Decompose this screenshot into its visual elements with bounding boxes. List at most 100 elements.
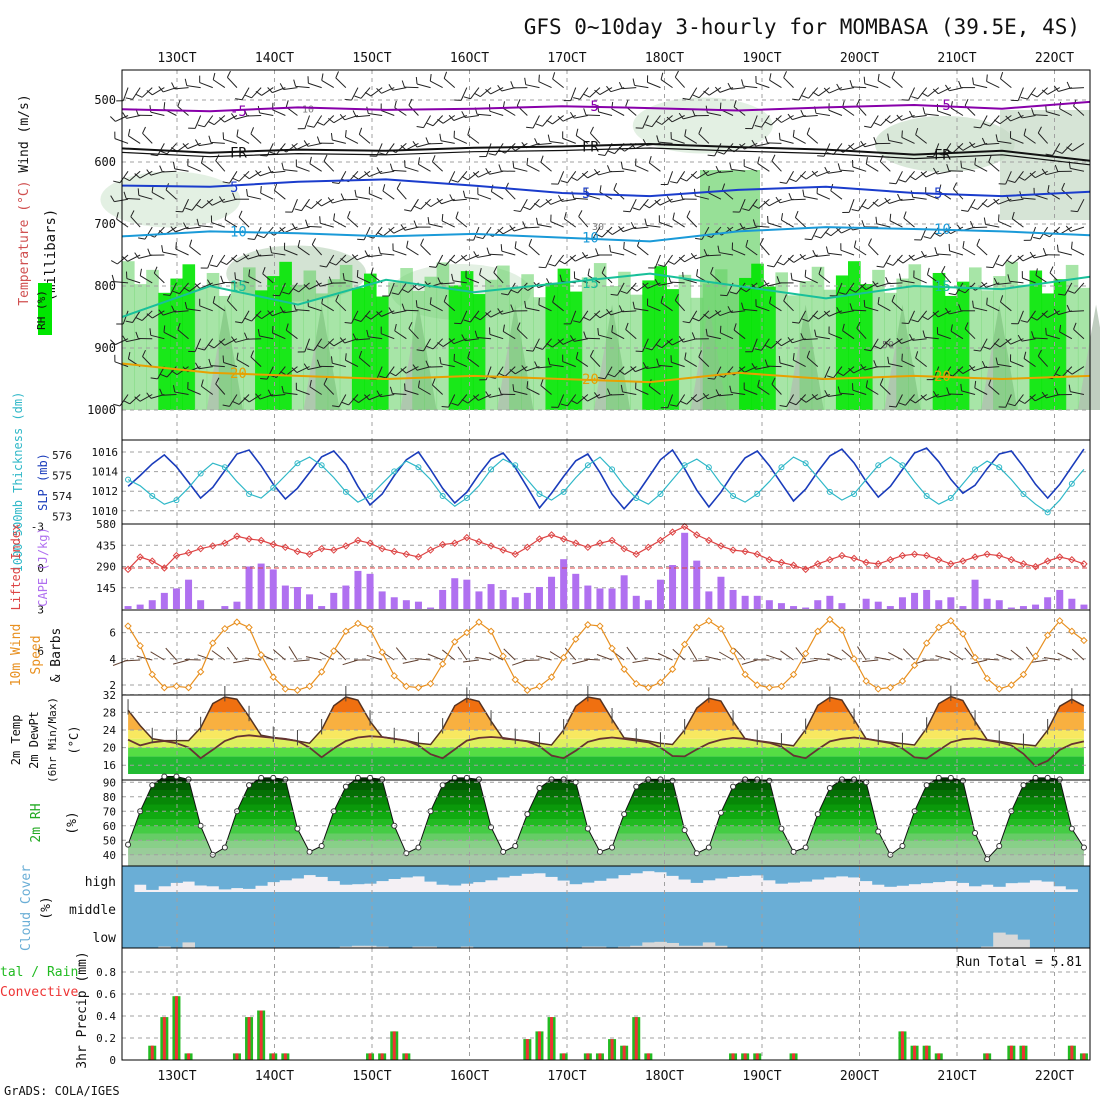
wind-barb xyxy=(212,223,225,228)
cloud-high-bar xyxy=(267,866,280,882)
wind-barb xyxy=(465,116,479,118)
wind-barb xyxy=(623,169,637,172)
rh2m-marker xyxy=(803,845,808,850)
wind-barb xyxy=(551,222,564,227)
wind10-barb xyxy=(458,647,467,660)
rh2m-marker xyxy=(682,828,687,833)
wind-barb-flag xyxy=(608,151,614,154)
wind-barb-flag xyxy=(354,96,361,98)
wind-barb xyxy=(421,245,431,255)
temp-ylabel-4-part: (°C) xyxy=(67,726,81,755)
wind10-marker xyxy=(803,651,809,657)
wind10-marker xyxy=(234,619,240,625)
cape-bar xyxy=(125,606,132,609)
rh2m-marker xyxy=(126,842,131,847)
precip-left-label-total: tal / Rain xyxy=(0,965,78,980)
wind-barb-flag xyxy=(541,156,543,163)
cape-bar xyxy=(863,599,870,609)
temp-contour-label: 20 xyxy=(934,369,951,385)
wind-barb xyxy=(260,113,274,116)
wind-barb xyxy=(586,255,600,258)
rh-tick-label: 40 xyxy=(103,849,116,862)
wind-barb xyxy=(421,199,431,209)
wind-barb-flag xyxy=(971,207,977,210)
wind-barb xyxy=(772,161,782,171)
cape-bar xyxy=(427,608,434,609)
cape-bar xyxy=(294,587,301,609)
lifted-index-marker xyxy=(1081,561,1087,567)
wind-barb-flag xyxy=(1050,266,1053,272)
wind-barb-flag xyxy=(161,151,168,154)
top-day-label: 18OCT xyxy=(645,51,684,66)
wind-barb xyxy=(345,137,357,143)
wind-barb xyxy=(831,191,842,199)
cloud-low-bar xyxy=(183,942,196,948)
wind-barb-flag xyxy=(256,170,260,175)
rh-column xyxy=(1030,271,1043,411)
slp-tick-label: 1010 xyxy=(92,505,119,518)
cloud-high-bar xyxy=(909,866,922,884)
wind-barb-flag xyxy=(742,79,744,86)
wind-barb xyxy=(190,246,201,255)
rh2m-marker xyxy=(610,845,615,850)
wind-barb-flag xyxy=(198,125,205,127)
cloud-high-bar xyxy=(134,866,147,885)
precip-convective-bar xyxy=(175,996,178,1060)
wind-barb xyxy=(199,143,213,145)
cloud-level-low: low xyxy=(93,931,117,946)
wind-barb-flag xyxy=(539,75,540,82)
upper-air-left-label-part xyxy=(17,173,32,181)
wind10-barb xyxy=(802,660,818,663)
cloud-high-bar xyxy=(703,866,716,880)
wind-barb-flag xyxy=(282,163,284,170)
wind-barb-flag xyxy=(887,263,894,266)
cape-bar xyxy=(645,600,652,609)
wind-barb-flag xyxy=(910,176,916,180)
rh-band xyxy=(122,819,1090,827)
wind-barb-flag xyxy=(902,323,909,324)
wind-barb-flag xyxy=(515,241,516,248)
wind-barb-flag xyxy=(418,157,419,164)
wind-barb-flag xyxy=(862,220,864,227)
wind10-marker xyxy=(766,685,772,691)
wind-barb-flag xyxy=(866,157,867,164)
wind-barb xyxy=(993,255,999,268)
precip-convective-bar xyxy=(272,1053,275,1060)
rh2m-marker xyxy=(839,777,844,782)
cloud-high-bar xyxy=(582,866,595,883)
wind-barb xyxy=(590,88,600,98)
cape-bar xyxy=(972,580,979,609)
wind-barb xyxy=(926,171,939,177)
cape-bar xyxy=(572,574,579,609)
wind-barb-flag xyxy=(850,80,852,87)
temp-ylabel-1-part: 2m Temp xyxy=(9,715,23,766)
wind-barb xyxy=(296,227,310,229)
top-day-label: 21OCT xyxy=(937,51,976,66)
wind-barb xyxy=(432,162,442,172)
wind-barb xyxy=(840,170,854,171)
thickness-tick-label: 576 xyxy=(52,449,72,462)
wind-barb-flag xyxy=(772,155,775,161)
wind-barb-flag xyxy=(720,103,721,110)
wind-barb xyxy=(139,255,153,258)
wind-barb-flag xyxy=(128,129,129,136)
wind-barb xyxy=(671,199,685,202)
wind-barb-flag xyxy=(407,241,408,248)
cloud-high-bar xyxy=(219,866,232,889)
top-day-label: 13OCT xyxy=(157,51,196,66)
wind-barb xyxy=(1034,255,1048,258)
rh-band xyxy=(122,848,1090,856)
rh2m-marker xyxy=(1069,826,1074,831)
cloud-low-bar xyxy=(667,943,680,948)
wind-barb xyxy=(465,197,479,199)
wind-barb xyxy=(770,80,782,87)
upper-air-left-label-part: Wind (m/s) xyxy=(17,94,32,172)
wind-barb-flag xyxy=(598,328,599,335)
cloud-high-bar xyxy=(667,866,680,876)
wind-barb xyxy=(807,134,818,143)
cloud-high-bar xyxy=(546,866,559,877)
wind10-barb xyxy=(403,660,419,663)
wind-barb-flag xyxy=(148,249,151,256)
wind-barb xyxy=(175,169,189,171)
wind-barb-flag xyxy=(511,81,514,88)
